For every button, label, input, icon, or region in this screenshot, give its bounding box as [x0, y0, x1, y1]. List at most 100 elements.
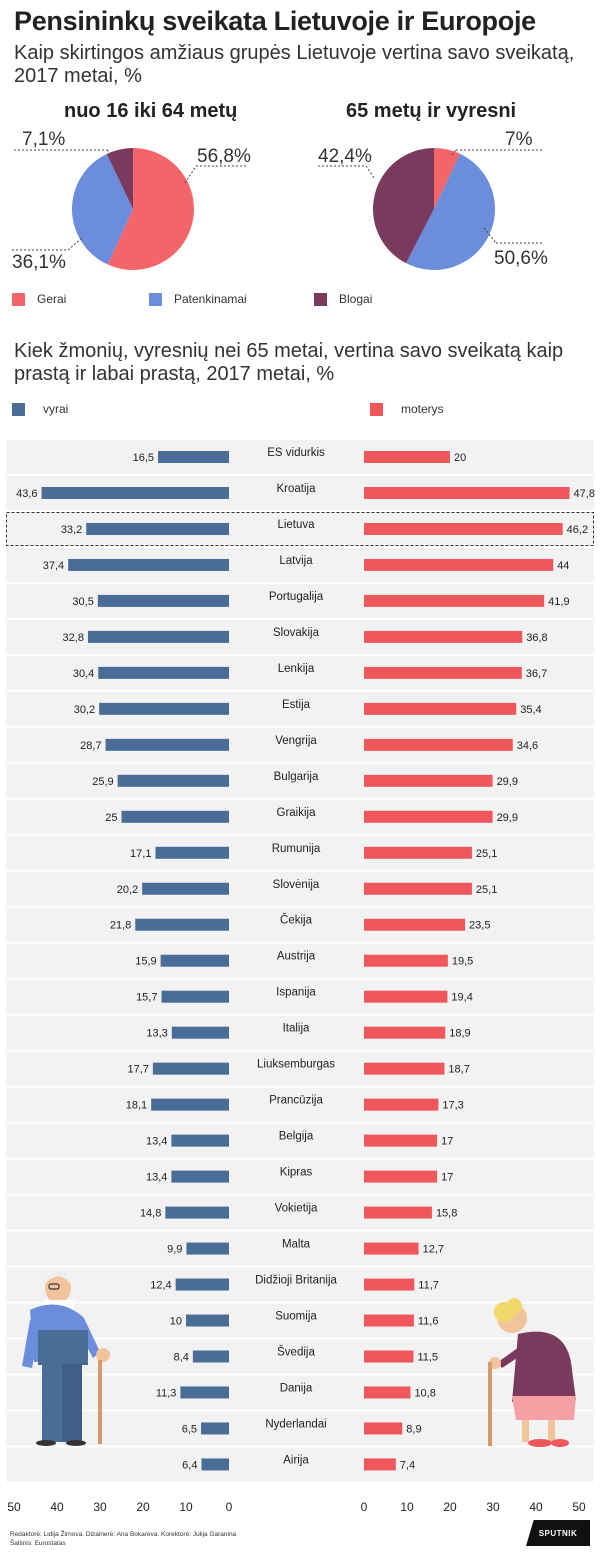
bar-men [121, 810, 229, 823]
category-label: Graikija [277, 807, 317, 819]
bar-men [117, 774, 229, 787]
pie1-slice-0 [107, 148, 194, 270]
pie2-slice-2 [373, 148, 434, 264]
bar-men [158, 451, 229, 463]
category-label: Malta [282, 1239, 311, 1251]
bar-women-label: 25,1 [476, 848, 497, 860]
pie1-slice-1 [71, 153, 133, 265]
bar-women [364, 666, 522, 679]
bar-women [364, 738, 513, 751]
bar-women [364, 1026, 446, 1039]
bar-men-label: 20,2 [117, 884, 138, 896]
bar-women [364, 882, 472, 895]
bar-row-bg [6, 440, 594, 474]
bar-men-label: 13,4 [146, 1136, 167, 1148]
category-label: Kroatija [277, 483, 317, 495]
bar-men [186, 1242, 229, 1255]
bar-men-label: 6,4 [182, 1459, 197, 1471]
bar-women-label: 41,9 [548, 596, 569, 608]
bar-men-label: 30,5 [72, 596, 93, 608]
category-label: Rumunija [272, 843, 321, 855]
bar-women [364, 1134, 438, 1147]
bar-men [201, 1458, 229, 1471]
bar-women-label: 25,1 [476, 884, 497, 896]
bar-women [364, 451, 450, 463]
bar-men [97, 594, 229, 607]
bar-women [364, 486, 570, 499]
bar-women [364, 1242, 419, 1255]
bar-row-bg [6, 1195, 594, 1230]
bar-men-label: 18,1 [126, 1100, 147, 1112]
bar-women-label: 44 [557, 560, 569, 572]
bar-women [364, 1314, 414, 1327]
pie-charts [12, 148, 544, 270]
bar-men-label: 9,9 [167, 1244, 182, 1256]
category-label: Suomija [275, 1311, 317, 1323]
pie2-slice-1 [405, 153, 495, 270]
page-subtitle: Kaip skirtingos amžiaus grupės Lietuvoje… [14, 42, 575, 87]
category-label: Lietuva [277, 519, 315, 531]
bar-women-label: 7,4 [400, 1459, 415, 1471]
category-label: Belgija [279, 1131, 314, 1143]
pie-leader-line [483, 227, 497, 244]
legend-men-label: vyrai [43, 402, 69, 416]
category-label: Didžioji Britanija [255, 1275, 337, 1287]
bar-row-bg [6, 1375, 594, 1410]
bar-men-label: 16,5 [133, 452, 154, 464]
legend-ok-swatch [149, 292, 162, 306]
pie-leader-line [184, 165, 197, 184]
bar-men [161, 990, 229, 1003]
legend-bad: Blogai [314, 292, 372, 306]
bar-women-label: 10,8 [414, 1387, 435, 1399]
legend-women: moterys [370, 402, 444, 416]
bar-row-bg [6, 1015, 594, 1050]
axis-tick-left: 0 [226, 1500, 233, 1514]
bar-men-label: 14,8 [140, 1208, 161, 1220]
pie2-label-bad: 42,4% [318, 146, 372, 167]
bar-women-label: 29,9 [497, 812, 518, 824]
bar-men [155, 846, 229, 859]
credits-line-2: Šaltinis: Eurostatas [10, 1540, 66, 1547]
pie1-slice-2 [106, 148, 133, 209]
bar-women [364, 702, 517, 715]
old-man-illustration [22, 1271, 110, 1446]
pie-leader-line [67, 237, 83, 251]
bar-men [165, 1206, 229, 1219]
bar-men-label: 21,8 [110, 920, 131, 932]
bar-women [364, 1206, 432, 1219]
bar-men-label: 33,2 [61, 524, 82, 536]
bar-men [160, 954, 229, 967]
bar-women [364, 1098, 439, 1111]
pie-title-16-64: nuo 16 iki 64 metų [64, 100, 238, 122]
bar-women-label: 18,9 [449, 1028, 470, 1040]
bar-women-label: 15,8 [436, 1208, 457, 1220]
bar-women-label: 8,9 [406, 1423, 421, 1435]
bar-men-label: 30,4 [73, 668, 94, 680]
bar-men [86, 522, 230, 535]
category-label: Slovėnija [273, 879, 320, 891]
axis-tick-right: 10 [400, 1500, 414, 1514]
bar-chart-title: Kiek žmonių, vyresnių nei 65 metai, vert… [14, 340, 564, 385]
axis-tick-right: 30 [486, 1500, 500, 1514]
bar-row-bg [6, 979, 594, 1014]
bar-women-label: 11,5 [417, 1352, 438, 1364]
bar-men [68, 558, 230, 571]
bar-men [171, 1134, 229, 1147]
bar-women-label: 36,7 [526, 668, 547, 680]
category-label: ES vidurkis [267, 447, 325, 459]
bar-row-bg [6, 1123, 594, 1158]
category-label: Prancūzija [269, 1095, 323, 1107]
pie-title-65-plus: 65 metų ir vyresni [346, 100, 517, 122]
legend-men-swatch [12, 402, 25, 416]
pie2-slice-0 [434, 148, 460, 209]
bar-women-label: 47,8 [574, 488, 595, 500]
bar-women [364, 1170, 438, 1183]
bar-men-label: 11,3 [156, 1387, 177, 1399]
category-label: Slovakija [273, 627, 320, 639]
bar-men [87, 630, 230, 643]
bar-women [364, 1278, 415, 1291]
bar-women-label: 17 [441, 1136, 453, 1148]
legend-bad-label: Blogai [339, 292, 373, 306]
bar-men-label: 17,1 [130, 848, 151, 860]
